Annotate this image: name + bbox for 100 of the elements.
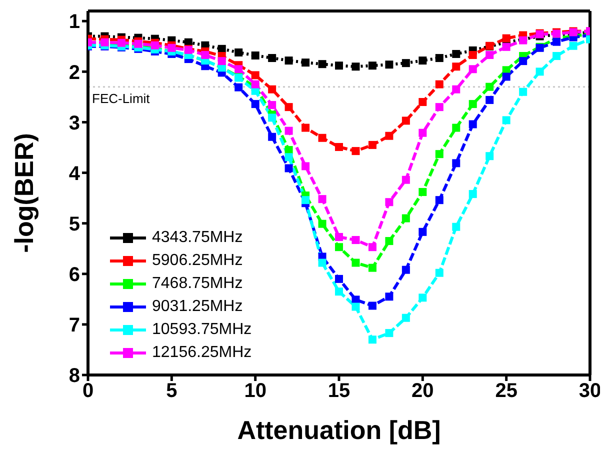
point — [402, 59, 410, 68]
point — [117, 38, 126, 47]
point — [502, 34, 510, 42]
point — [251, 51, 260, 60]
point — [368, 243, 376, 252]
point — [268, 85, 276, 94]
point — [435, 80, 444, 88]
point — [468, 65, 477, 74]
point — [452, 50, 460, 58]
point — [402, 176, 410, 184]
legend-label: 9031.25MHz — [152, 297, 243, 317]
point — [452, 62, 460, 71]
x-tick-label: 5 — [166, 380, 178, 402]
point — [468, 120, 477, 128]
point — [352, 258, 360, 267]
y-tick-label: 7 — [68, 314, 80, 337]
y-tick-label: 5 — [68, 213, 80, 236]
x-tick-label: 25 — [495, 380, 518, 402]
point — [486, 152, 494, 160]
point — [418, 188, 427, 196]
point — [318, 134, 326, 142]
x-tick-label: 20 — [412, 380, 434, 402]
point — [352, 62, 360, 71]
point — [402, 214, 410, 222]
point — [519, 88, 528, 96]
y-tick-label: 6 — [68, 264, 80, 286]
point — [234, 65, 243, 74]
point — [435, 150, 444, 158]
point — [435, 54, 444, 62]
point — [251, 71, 260, 80]
legend-label: 10593.75MHz — [152, 320, 252, 340]
point — [318, 60, 326, 68]
point — [268, 54, 276, 62]
point — [368, 62, 376, 70]
point — [452, 222, 460, 231]
point — [284, 56, 293, 65]
point — [385, 198, 394, 206]
point — [502, 116, 510, 124]
point — [402, 116, 410, 125]
point — [452, 159, 460, 168]
point — [536, 68, 544, 76]
point — [352, 147, 360, 156]
point — [418, 98, 427, 106]
point — [402, 266, 410, 274]
point — [318, 220, 326, 228]
point — [251, 100, 260, 108]
x-axis-title: Attenuation [dB] — [237, 415, 441, 445]
point — [335, 232, 343, 241]
point — [302, 124, 310, 132]
point — [168, 44, 176, 52]
point — [368, 140, 376, 149]
point — [519, 57, 528, 66]
point — [302, 196, 310, 204]
legend-label: 5906.25MHz — [152, 251, 243, 271]
x-tick-label: 0 — [82, 380, 94, 402]
point — [435, 103, 444, 112]
point — [402, 314, 410, 322]
point — [468, 190, 477, 198]
point — [352, 302, 360, 311]
y-axis-title: -log(BER) — [9, 133, 40, 253]
point — [318, 195, 326, 204]
point — [418, 294, 427, 302]
y-tick-label: 3 — [68, 112, 80, 134]
point — [335, 142, 343, 151]
x-tick-label: 10 — [244, 380, 266, 402]
point — [368, 302, 376, 310]
point — [284, 153, 293, 162]
point — [335, 274, 343, 283]
point — [385, 329, 394, 338]
point — [201, 50, 210, 59]
y-tick-label: 4 — [68, 162, 81, 185]
y-tick-label: 2 — [68, 62, 80, 84]
point — [569, 42, 578, 50]
point — [486, 82, 494, 91]
ref-line-label: FEC-Limit — [92, 90, 150, 106]
point — [486, 50, 494, 59]
point — [284, 126, 293, 135]
point — [302, 58, 310, 67]
point — [268, 132, 276, 141]
point — [284, 103, 293, 112]
point — [502, 72, 510, 81]
point — [318, 258, 326, 267]
point — [452, 85, 460, 94]
point — [234, 48, 243, 56]
point — [284, 164, 293, 172]
point — [385, 60, 394, 69]
x-tick-label: 30 — [578, 380, 602, 402]
point — [134, 40, 142, 48]
point — [502, 42, 510, 51]
point — [218, 57, 226, 66]
point — [468, 50, 477, 59]
legend-label: 4343.75MHz — [152, 228, 243, 248]
point — [335, 288, 343, 296]
point — [368, 336, 376, 344]
point — [435, 268, 444, 277]
point — [435, 196, 444, 204]
legend-label: 7468.75MHz — [152, 274, 243, 294]
point — [385, 292, 394, 301]
point — [352, 236, 360, 244]
point — [150, 41, 159, 50]
